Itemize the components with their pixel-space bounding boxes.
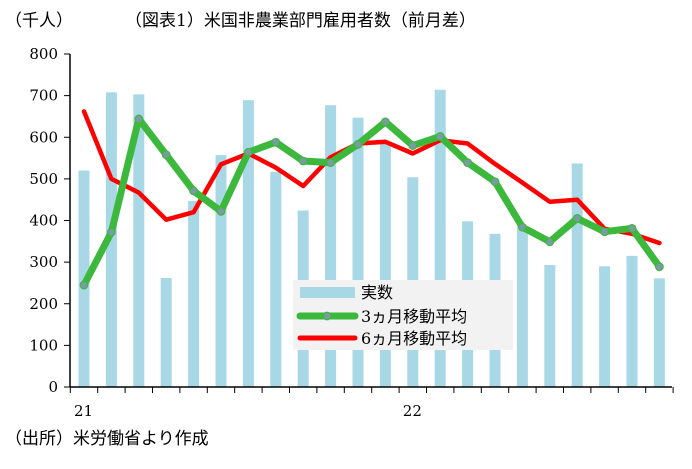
y-tick-label-800: 800: [29, 45, 58, 63]
bar-jissu-19: [599, 266, 611, 387]
legend-label-ma3: 3ヵ月移動平均: [361, 307, 467, 326]
bar-jissu-16: [516, 226, 528, 387]
y-tick-label-0: 0: [48, 378, 58, 396]
point-ma3-2: [134, 114, 144, 124]
y-tick-label-600: 600: [29, 128, 58, 146]
x-axis-ticks: 21 22: [69, 387, 674, 420]
bar-jissu-2: [133, 94, 145, 387]
y-tick-label-700: 700: [29, 87, 58, 105]
point-ma3-21: [655, 262, 664, 272]
legend-label-ma6: 6ヵ月移動平均: [361, 329, 467, 348]
legend: 実数 3ヵ月移動平均 6ヵ月移動平均: [293, 280, 513, 350]
legend-item-ma6: 6ヵ月移動平均: [297, 329, 467, 348]
bar-jissu-4: [188, 200, 200, 387]
point-ma3-18: [572, 214, 582, 223]
bar-jissu-17: [544, 265, 556, 387]
legend-swatch-bar: [300, 287, 355, 298]
point-ma3-16: [518, 222, 527, 232]
point-ma3-13: [435, 132, 445, 141]
legend-item-ma3: 3ヵ月移動平均: [296, 307, 467, 326]
point-ma3-14: [463, 158, 473, 168]
y-tick-label-500: 500: [29, 170, 58, 188]
line-ma3: [80, 115, 663, 289]
legend-label-jissu: 実数: [361, 283, 393, 302]
point-ma3-6: [243, 147, 253, 157]
point-ma3-10: [353, 139, 363, 149]
bar-jissu-3: [160, 277, 172, 387]
x-tick-label-22: 22: [403, 402, 422, 420]
legend-swatch-ma3-marker: [322, 311, 332, 321]
y-axis-ticks: 0 100 200 300 400 500 600 700 800: [29, 45, 70, 396]
point-ma3-1: [106, 227, 116, 237]
bar-jissu-11: [379, 142, 391, 387]
bar-jissu-18: [571, 163, 583, 387]
point-ma3-7: [271, 137, 281, 147]
line-series-group: [79, 109, 664, 290]
bar-jissu-10: [352, 117, 364, 387]
point-ma3-0: [79, 280, 89, 290]
bar-jissu-5: [215, 155, 227, 387]
line-ma6: [81, 109, 662, 246]
point-ma3-5: [216, 206, 226, 216]
y-axis-unit-label: （千人）: [5, 11, 73, 31]
y-tick-label-100: 100: [29, 336, 58, 354]
point-ma3-12: [408, 141, 418, 150]
y-tick-label-200: 200: [29, 295, 58, 313]
y-tick-label-400: 400: [29, 212, 58, 230]
point-ma3-8: [298, 156, 308, 166]
point-ma3-20: [627, 224, 637, 233]
point-ma3-11: [381, 117, 390, 127]
x-tick-label-21: 21: [74, 402, 93, 420]
point-ma3-15: [490, 177, 500, 187]
y-tick-label-300: 300: [29, 253, 58, 271]
chart-title: （図表1）米国非農業部門雇用者数（前月差）: [125, 11, 476, 31]
point-ma3-3: [161, 150, 171, 160]
source-note: （出所）米労働省より作成: [5, 429, 209, 449]
bar-jissu-20: [626, 255, 638, 387]
bar-jissu-21: [653, 278, 665, 387]
bar-jissu-6: [242, 100, 254, 388]
bar-jissu-9: [325, 105, 337, 387]
bar-jissu-7: [270, 171, 282, 387]
point-ma3-19: [600, 227, 609, 237]
bar-jissu-13: [434, 89, 446, 388]
point-ma3-9: [326, 158, 336, 168]
point-ma3-17: [545, 237, 555, 247]
legend-item-jissu: 実数: [300, 283, 393, 302]
point-ma3-4: [189, 186, 199, 196]
